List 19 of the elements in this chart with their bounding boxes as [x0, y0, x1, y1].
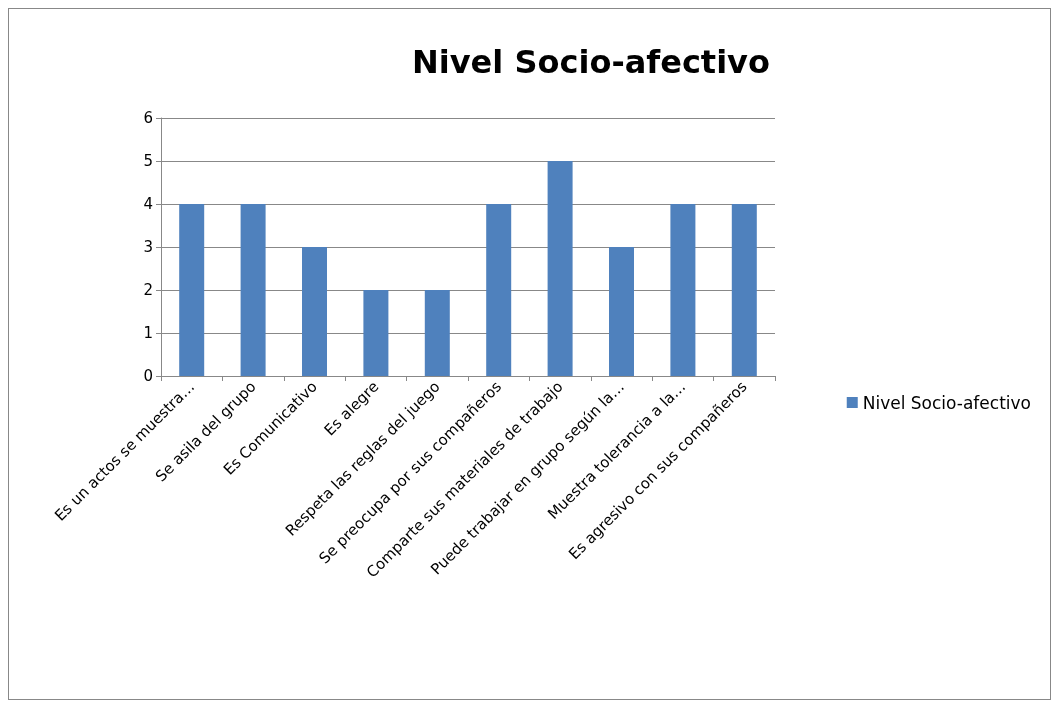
y-tick-label: 2 — [143, 281, 153, 299]
bar — [547, 161, 573, 376]
y-tick-label: 0 — [143, 367, 153, 385]
legend-label: Nivel Socio-afectivo — [862, 392, 1032, 413]
bar — [179, 204, 205, 376]
bar — [609, 247, 634, 376]
y-tick-label: 1 — [143, 324, 153, 342]
bar — [424, 290, 450, 376]
bar — [302, 247, 327, 376]
chart-title: Nivel Socio-afectivo — [412, 43, 770, 81]
y-tick-label: 6 — [143, 109, 153, 127]
bar — [731, 204, 757, 376]
bar — [670, 204, 696, 376]
y-tick-label: 3 — [143, 238, 153, 256]
y-tick-label: 4 — [143, 195, 153, 213]
bar — [240, 204, 266, 376]
bar — [486, 204, 512, 376]
bar — [363, 290, 389, 376]
y-tick-label: 5 — [143, 152, 153, 170]
